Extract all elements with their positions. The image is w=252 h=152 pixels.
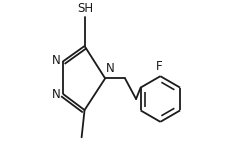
Text: F: F	[155, 60, 162, 73]
Text: N: N	[52, 54, 60, 67]
Text: SH: SH	[77, 2, 93, 15]
Text: N: N	[106, 62, 114, 75]
Text: N: N	[52, 88, 60, 101]
